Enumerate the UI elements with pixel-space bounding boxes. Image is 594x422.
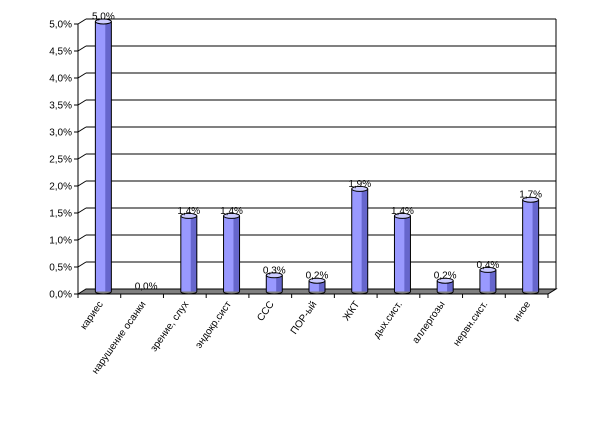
data-label: 0,4% xyxy=(477,260,500,271)
bar-top-cap xyxy=(223,212,241,219)
gridline-wall-stub xyxy=(77,72,87,79)
data-label: 1,7% xyxy=(519,190,542,201)
y-axis-tick-labels: 0,0% 0,5% 1,0% 1,5% 2,0% 2,5% 3,0% 3,5% 4,0% 4,5%… xyxy=(49,20,72,301)
gridline-wall-stub xyxy=(77,99,87,106)
bar-top-cap xyxy=(351,185,369,192)
y-tick-label: 5,0% xyxy=(49,20,72,31)
data-label: 1,9% xyxy=(348,179,371,190)
bar-top-cap xyxy=(180,212,198,219)
x-category-label: кариес xyxy=(79,299,106,331)
data-label: 1,4% xyxy=(177,206,200,217)
gridline-wall-stub xyxy=(77,18,87,25)
y-tick-label: 4,0% xyxy=(49,74,72,85)
y-tick-label: 2,0% xyxy=(49,182,72,193)
bar xyxy=(308,277,326,295)
y-tick-label: 2,5% xyxy=(49,155,72,166)
gridline-wall-stub xyxy=(77,234,87,241)
bar-top-cap xyxy=(393,212,411,219)
gridline-wall-stub xyxy=(77,153,87,160)
data-label: 1,4% xyxy=(220,206,243,217)
data-label: 0,2% xyxy=(434,271,457,282)
bar-shade xyxy=(404,215,411,292)
x-category-label: зрение, слух xyxy=(149,299,192,353)
axes xyxy=(74,19,558,298)
x-category-label: ЖКТ xyxy=(341,299,362,323)
x-category-label: ССС xyxy=(255,299,276,323)
data-label: 0,3% xyxy=(263,265,286,276)
x-category-label: ПОР-ый xyxy=(289,299,320,336)
bar xyxy=(94,18,112,295)
data-label: 0,0% xyxy=(135,282,158,293)
y-tick-label: 1,5% xyxy=(49,209,72,220)
bar xyxy=(223,212,241,295)
bar-base-arc xyxy=(180,291,198,295)
bar xyxy=(180,212,198,295)
y-tick-label: 3,0% xyxy=(49,128,72,139)
y-tick-label: 4,5% xyxy=(49,47,72,58)
bar-shade xyxy=(105,21,112,292)
bar xyxy=(351,185,369,295)
bar-shade xyxy=(233,215,240,292)
data-label: 5,0% xyxy=(92,12,115,23)
bar xyxy=(479,266,497,295)
bar-shade xyxy=(447,280,454,292)
bar xyxy=(436,277,454,295)
y-tick-label: 1,0% xyxy=(49,236,72,247)
x-category-label: эндокр.сист xyxy=(193,299,234,351)
data-label: 1,4% xyxy=(391,206,414,217)
gridlines xyxy=(77,18,556,268)
bar-body xyxy=(309,280,325,292)
bars xyxy=(94,18,540,295)
gridline-wall-stub xyxy=(77,207,87,214)
y-tick-label: 0,0% xyxy=(49,290,72,301)
bar-base-arc xyxy=(223,291,241,295)
x-category-label: аллергозы xyxy=(411,299,448,345)
bar xyxy=(393,212,411,295)
bar xyxy=(522,196,540,295)
bar-base-arc xyxy=(94,291,112,295)
gridline-wall-stub xyxy=(77,261,87,268)
y-tick-label: 0,5% xyxy=(49,263,72,274)
bar-shade xyxy=(361,188,368,292)
gridline-wall-stub xyxy=(77,126,87,133)
data-labels: 5,0% 0,0% 1,4% 1,4% 0,3% 0,2% 1,9% 1,4% 0,2% 0,4%… xyxy=(92,12,542,293)
bar-shade xyxy=(190,215,197,292)
bar-shade xyxy=(489,269,496,292)
bar-shade xyxy=(276,275,283,292)
bar-base-arc xyxy=(436,291,454,295)
bar-base-arc xyxy=(393,291,411,295)
gridline-wall-stub xyxy=(77,45,87,52)
data-label: 0,2% xyxy=(306,271,329,282)
bar-top-cap xyxy=(436,277,454,284)
bar-base-arc xyxy=(308,291,326,295)
bar-top-cap xyxy=(265,272,283,279)
bar-shade xyxy=(318,280,325,292)
bar-top-cap xyxy=(522,196,540,203)
gridline-wall-stub xyxy=(77,180,87,187)
bar-base-arc xyxy=(265,291,283,295)
bar-base-arc xyxy=(479,291,497,295)
x-category-label: нервн.сист. xyxy=(451,299,490,348)
bar xyxy=(265,272,283,295)
y-tick-label: 3,5% xyxy=(49,101,72,112)
bar-top-cap xyxy=(479,266,497,273)
x-category-label: иное xyxy=(511,299,533,324)
bar-shade xyxy=(532,199,539,292)
bar-base-arc xyxy=(522,291,540,295)
bar-body xyxy=(437,280,454,292)
x-category-label: дых.сист. xyxy=(371,299,404,340)
bar-top-cap xyxy=(308,277,326,284)
bar-top-cap xyxy=(94,18,112,25)
bar-base-arc xyxy=(351,291,369,295)
